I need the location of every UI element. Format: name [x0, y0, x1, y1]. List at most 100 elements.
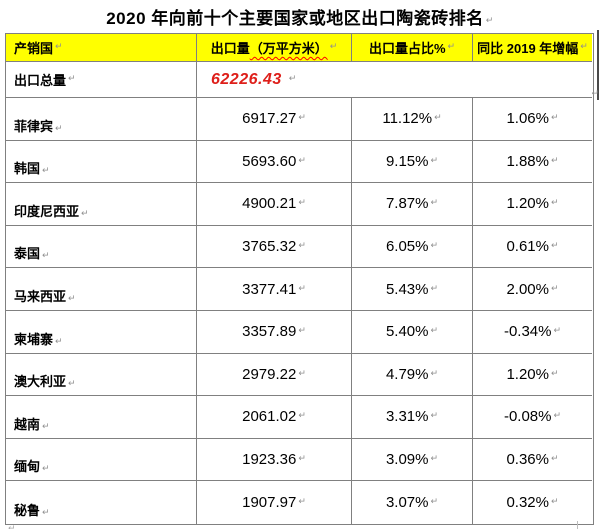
- volume-value: 2979.22: [242, 365, 297, 383]
- header-volume-label: 出口量: [210, 41, 250, 56]
- share-value: 6.05%: [385, 238, 429, 256]
- share-cell: 7.87% ↵: [352, 183, 473, 226]
- below-table-paragraph-mark-icon: ↵: [8, 523, 16, 529]
- total-label-text: 出口总量: [14, 73, 67, 88]
- paragraph-mark-icon: ↵: [298, 112, 306, 123]
- paragraph-mark-icon: ↵: [298, 154, 306, 165]
- paragraph-mark-icon: ↵: [298, 453, 306, 464]
- volume-cell: 3377.41 ↵: [197, 268, 352, 311]
- share-cell: 3.31% ↵: [352, 396, 473, 439]
- volume-value: 6917.27: [242, 110, 297, 128]
- country-cell: 缅甸 ↵: [6, 438, 197, 482]
- country-cell: 马来西亚 ↵: [6, 268, 197, 311]
- yoy-cell: -0.34% ↵: [473, 311, 592, 354]
- paragraph-mark-icon: ↵: [430, 240, 439, 251]
- paragraph-mark-icon: ↵: [329, 41, 338, 51]
- header-share: 出口量占比% ↵: [352, 34, 473, 62]
- paragraph-mark-icon: ↵: [551, 154, 559, 165]
- paragraph-mark-icon: ↵: [580, 41, 588, 51]
- yoy-value: 0.32%: [506, 494, 549, 512]
- bottom-right-tick: [577, 521, 578, 529]
- country-name: 泰国: [14, 246, 41, 262]
- yoy-value: -0.34%: [503, 323, 552, 341]
- country-name: 秘鲁: [14, 502, 41, 518]
- paragraph-mark-icon: ↵: [298, 282, 306, 293]
- paragraph-mark-icon: ↵: [298, 325, 306, 336]
- volume-value: 5693.60: [242, 152, 297, 170]
- paragraph-mark-icon: ↵: [430, 154, 439, 165]
- country-name: 越南: [14, 416, 41, 432]
- volume-value: 3377.41: [242, 280, 297, 298]
- title-text: 2020 年向前十个主要国家或地区出口陶瓷砖排名: [106, 9, 484, 28]
- paragraph-mark-icon: ↵: [68, 292, 76, 303]
- page-title: 2020 年向前十个主要国家或地区出口陶瓷砖排名 ↵: [0, 4, 600, 29]
- paragraph-mark-icon: ↵: [55, 122, 63, 133]
- share-cell: 6.05% ↵: [352, 225, 473, 269]
- header-country: 产销国 ↵: [6, 34, 197, 62]
- country-cell: 越南 ↵: [6, 396, 197, 439]
- row-end-mark-icon: ↵: [591, 88, 599, 98]
- share-cell: 3.09% ↵: [352, 438, 473, 482]
- country-cell: 澳大利亚 ↵: [6, 353, 197, 397]
- country-name: 菲律宾: [14, 118, 54, 134]
- volume-cell: 2061.02 ↵: [197, 396, 352, 439]
- yoy-value: 0.61%: [506, 238, 549, 256]
- paragraph-mark-icon: ↵: [42, 165, 50, 176]
- paragraph-mark-icon: ↵: [430, 496, 439, 507]
- yoy-value: 1.20%: [506, 365, 549, 383]
- volume-value: 1907.97: [242, 494, 297, 512]
- share-value: 3.31%: [385, 408, 429, 426]
- total-row-value: 62226.43 ↵: [197, 62, 592, 98]
- volume-cell: 1907.97 ↵: [197, 481, 352, 524]
- share-cell: 4.79% ↵: [352, 353, 473, 397]
- volume-value: 3357.89: [242, 323, 297, 341]
- share-cell: 3.07% ↵: [352, 481, 473, 524]
- paragraph-mark-icon: ↵: [434, 112, 442, 123]
- yoy-value: 1.20%: [506, 195, 549, 213]
- country-cell: 印度尼西亚 ↵: [6, 183, 197, 226]
- share-cell: 5.43% ↵: [352, 268, 473, 311]
- paragraph-mark-icon: ↵: [551, 496, 559, 507]
- share-cell: 9.15% ↵: [352, 140, 473, 184]
- paragraph-mark-icon: ↵: [298, 197, 306, 208]
- paragraph-mark-icon: ↵: [298, 496, 306, 507]
- country-cell: 菲律宾 ↵: [6, 98, 197, 141]
- paragraph-mark-icon: ↵: [298, 367, 306, 378]
- share-value: 5.43%: [385, 280, 429, 298]
- volume-value: 2061.02: [242, 408, 297, 426]
- yoy-cell: -0.08% ↵: [473, 396, 592, 439]
- paragraph-mark-icon: ↵: [553, 410, 562, 421]
- volume-cell: 4900.21 ↵: [197, 183, 352, 226]
- country-cell: 柬埔寨 ↵: [6, 310, 197, 354]
- yoy-cell: 0.32% ↵: [473, 481, 592, 524]
- paragraph-mark-icon: ↵: [288, 73, 297, 83]
- paragraph-mark-icon: ↵: [42, 506, 50, 517]
- share-value: 4.79%: [385, 365, 429, 383]
- right-edge-artifact: [597, 30, 599, 100]
- export-ranking-table: 产销国 ↵ 出口量 （万平方米） ↵ 出口量占比% ↵ 同比 2019 年增幅 ↵ 出口总…: [5, 33, 594, 525]
- country-name: 缅甸: [14, 459, 41, 475]
- yoy-cell: 1.06% ↵: [473, 98, 592, 141]
- country-name: 澳大利亚: [14, 374, 67, 390]
- volume-cell: 2979.22 ↵: [197, 353, 352, 397]
- share-value: 3.09%: [385, 451, 429, 469]
- country-name: 印度尼西亚: [14, 203, 80, 219]
- country-cell: 泰国 ↵: [6, 225, 197, 269]
- volume-value: 3765.32: [242, 238, 297, 256]
- paragraph-mark-icon: ↵: [430, 367, 439, 378]
- paragraph-mark-icon: ↵: [430, 410, 439, 421]
- paragraph-mark-icon: ↵: [551, 240, 559, 251]
- share-value: 9.15%: [385, 152, 429, 170]
- volume-cell: 6917.27 ↵: [197, 98, 352, 141]
- paragraph-mark-icon: ↵: [55, 335, 63, 346]
- paragraph-mark-icon: ↵: [42, 420, 50, 431]
- country-name: 马来西亚: [14, 288, 67, 304]
- volume-value: 4900.21: [242, 195, 297, 213]
- paragraph-mark-icon: ↵: [551, 112, 559, 123]
- paragraph-mark-icon: ↵: [430, 453, 439, 464]
- header-volume: 出口量 （万平方米） ↵: [197, 34, 352, 62]
- share-value: 5.40%: [385, 323, 429, 341]
- share-value: 3.07%: [385, 494, 429, 512]
- paragraph-mark-icon: ↵: [68, 378, 76, 389]
